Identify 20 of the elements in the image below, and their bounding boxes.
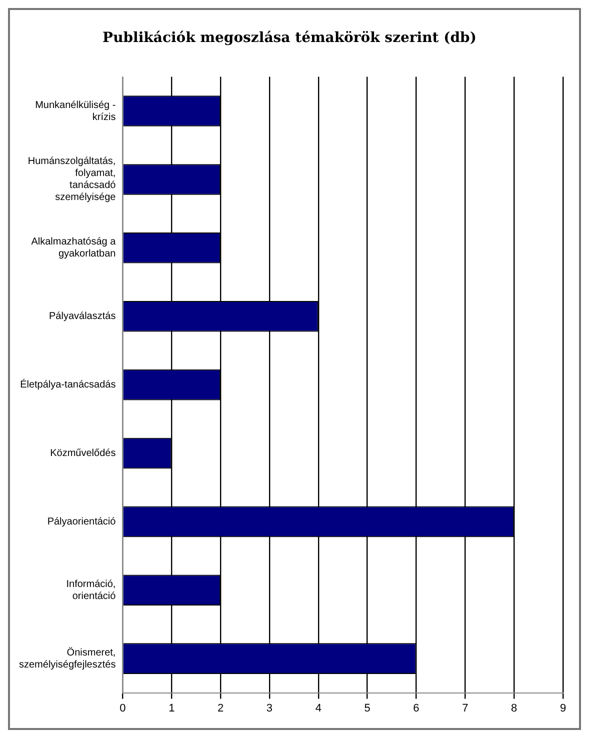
x-tick-label: 3 bbox=[266, 702, 273, 714]
y-tick-label: Pályaorientáció bbox=[47, 516, 116, 528]
y-tick-label: Humánszolgáltatás, folyamat, tanácsadó személyisége bbox=[28, 156, 116, 204]
x-tick-label: 5 bbox=[364, 702, 370, 714]
y-tick-label: Alkalmazhatóság a gyakorlatban bbox=[31, 236, 116, 260]
chart-title: Publikációk megoszlása témakörök szerint (db) bbox=[102, 30, 476, 46]
x-tick-label: 1 bbox=[168, 702, 175, 714]
y-tick-label: Információ, orientáció bbox=[66, 578, 116, 602]
x-tick-label: 7 bbox=[462, 702, 468, 714]
y-tick-label: Életpálya-tanácsadás bbox=[20, 378, 116, 391]
x-tick-label: 4 bbox=[315, 702, 322, 714]
x-tick-label: 8 bbox=[511, 702, 518, 714]
y-tick-label: Munkanélküliség - krízis bbox=[35, 100, 116, 123]
x-tick-label: 0 bbox=[120, 702, 126, 714]
x-tick-label: 6 bbox=[413, 702, 420, 714]
x-tick-label: 2 bbox=[217, 702, 224, 714]
x-tick-label: 9 bbox=[560, 702, 566, 714]
y-tick-label: Pályaválasztás bbox=[49, 311, 116, 322]
y-tick-label: Önismeret, személyiségfejlesztés bbox=[18, 646, 116, 670]
y-tick-label: Közművelődés bbox=[50, 448, 116, 459]
